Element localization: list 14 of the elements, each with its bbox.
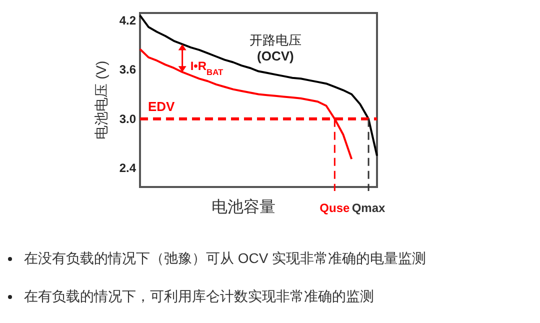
y-tick-label: 2.4 — [119, 161, 136, 176]
x-tick-label: Qmax — [352, 201, 386, 215]
annotation: I•R$_{BAT}$ — [190, 59, 224, 78]
x-tick-label: Quse — [320, 201, 350, 215]
series-label: 开路电压 (OCV) — [249, 32, 302, 64]
text: 在没有负载的情况下（弛豫）可从 OCV 实现非常准确的电量监测 — [24, 250, 426, 266]
y-tick-label: 3.0 — [119, 112, 136, 126]
ref-line-label: EDV — [148, 98, 176, 114]
line-series — [139, 14, 378, 157]
y-tick-label: 4.2 — [119, 13, 136, 28]
text: 在有负载的情况下，可利用库仑计数实现非常准确的监测 — [24, 288, 374, 304]
x-axis-title: 电池容量 — [212, 198, 276, 216]
y-tick-label: 3.6 — [119, 62, 136, 77]
y-axis-title: 电池电压 (V) — [93, 60, 109, 140]
